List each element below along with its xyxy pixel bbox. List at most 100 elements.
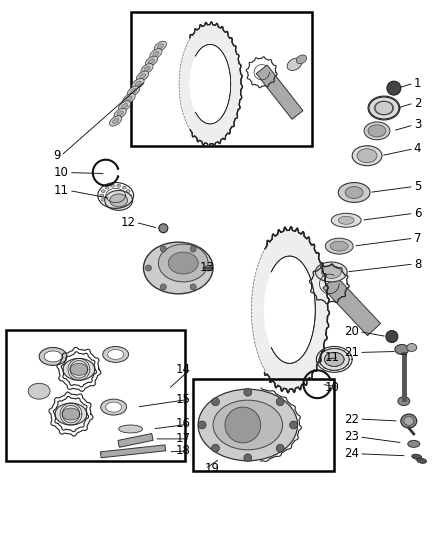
- Bar: [131, 12, 312, 146]
- Text: 23: 23: [344, 431, 359, 443]
- Ellipse shape: [345, 353, 349, 357]
- Ellipse shape: [111, 184, 115, 187]
- Polygon shape: [100, 445, 166, 458]
- Ellipse shape: [315, 262, 347, 282]
- Text: 7: 7: [414, 232, 421, 245]
- Ellipse shape: [117, 184, 121, 187]
- Ellipse shape: [412, 454, 422, 459]
- Text: 16: 16: [175, 417, 190, 431]
- Ellipse shape: [127, 86, 140, 96]
- Ellipse shape: [407, 343, 417, 351]
- Circle shape: [290, 421, 297, 429]
- Ellipse shape: [320, 353, 324, 357]
- Bar: [7, 329, 185, 461]
- Ellipse shape: [338, 182, 370, 203]
- Text: 10: 10: [54, 166, 69, 179]
- Circle shape: [160, 246, 166, 252]
- Ellipse shape: [398, 397, 410, 406]
- Circle shape: [225, 407, 261, 443]
- Ellipse shape: [118, 101, 131, 111]
- Ellipse shape: [117, 111, 123, 116]
- Ellipse shape: [346, 358, 350, 361]
- Ellipse shape: [324, 366, 328, 369]
- Ellipse shape: [341, 350, 345, 353]
- Ellipse shape: [319, 349, 349, 370]
- Ellipse shape: [395, 107, 398, 109]
- Ellipse shape: [345, 362, 349, 365]
- Ellipse shape: [370, 107, 373, 109]
- Ellipse shape: [127, 194, 131, 197]
- Ellipse shape: [264, 256, 315, 364]
- Ellipse shape: [325, 238, 353, 254]
- Ellipse shape: [131, 88, 137, 94]
- Ellipse shape: [393, 103, 397, 106]
- Ellipse shape: [401, 414, 417, 428]
- Text: 18: 18: [175, 445, 190, 457]
- Circle shape: [190, 284, 196, 290]
- Polygon shape: [256, 65, 303, 119]
- Ellipse shape: [132, 78, 144, 89]
- Circle shape: [244, 454, 252, 462]
- Ellipse shape: [318, 358, 322, 361]
- Ellipse shape: [144, 242, 213, 294]
- Ellipse shape: [213, 400, 283, 450]
- Text: 6: 6: [414, 207, 421, 220]
- Text: 22: 22: [344, 413, 359, 425]
- Text: 17: 17: [175, 432, 190, 446]
- Ellipse shape: [101, 198, 105, 201]
- Ellipse shape: [371, 103, 374, 106]
- Ellipse shape: [126, 96, 132, 101]
- Ellipse shape: [154, 41, 166, 52]
- Ellipse shape: [357, 149, 377, 163]
- Ellipse shape: [103, 346, 129, 362]
- Ellipse shape: [324, 352, 344, 366]
- Circle shape: [160, 284, 166, 290]
- Ellipse shape: [374, 114, 378, 117]
- Ellipse shape: [159, 224, 168, 233]
- Ellipse shape: [364, 122, 390, 140]
- Ellipse shape: [379, 98, 383, 100]
- Polygon shape: [118, 433, 153, 447]
- Text: 3: 3: [414, 118, 421, 132]
- Ellipse shape: [119, 425, 142, 433]
- Ellipse shape: [345, 187, 363, 198]
- Ellipse shape: [101, 190, 105, 192]
- Text: 8: 8: [414, 257, 421, 271]
- Ellipse shape: [39, 348, 67, 365]
- Ellipse shape: [336, 348, 339, 351]
- Ellipse shape: [198, 389, 297, 461]
- Ellipse shape: [105, 186, 109, 189]
- Ellipse shape: [148, 59, 155, 64]
- Ellipse shape: [324, 350, 328, 353]
- Ellipse shape: [179, 25, 241, 144]
- Text: 24: 24: [344, 447, 359, 461]
- Ellipse shape: [287, 58, 302, 70]
- Circle shape: [205, 265, 211, 271]
- Text: 15: 15: [175, 393, 190, 406]
- Circle shape: [190, 246, 196, 252]
- Circle shape: [198, 421, 206, 429]
- Text: 4: 4: [414, 142, 421, 155]
- Text: 11: 11: [54, 184, 69, 197]
- Ellipse shape: [331, 213, 361, 227]
- Text: 21: 21: [344, 346, 359, 359]
- Ellipse shape: [369, 97, 399, 119]
- Text: 5: 5: [414, 180, 421, 193]
- Ellipse shape: [144, 66, 150, 71]
- Ellipse shape: [329, 368, 333, 370]
- Ellipse shape: [145, 56, 158, 67]
- Ellipse shape: [374, 101, 394, 115]
- Ellipse shape: [374, 100, 378, 102]
- Circle shape: [387, 81, 401, 95]
- Ellipse shape: [338, 216, 354, 224]
- Ellipse shape: [341, 366, 345, 369]
- Text: 9: 9: [53, 149, 61, 162]
- Ellipse shape: [297, 55, 307, 64]
- Ellipse shape: [352, 146, 382, 166]
- Ellipse shape: [390, 114, 393, 117]
- Ellipse shape: [379, 116, 383, 118]
- Ellipse shape: [114, 108, 126, 119]
- Ellipse shape: [320, 362, 324, 365]
- Ellipse shape: [108, 350, 124, 359]
- Ellipse shape: [44, 351, 62, 362]
